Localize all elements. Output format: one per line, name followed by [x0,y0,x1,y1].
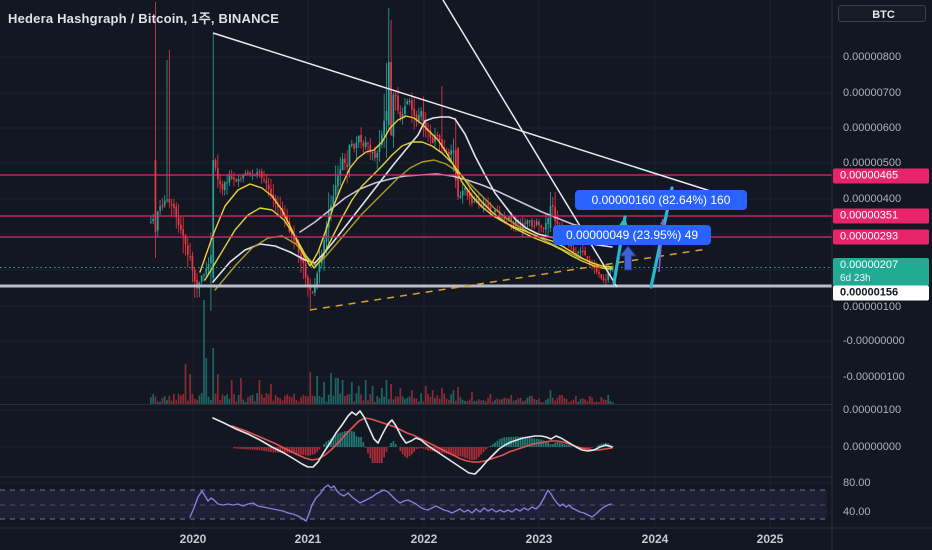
price-axis-label: 0.00000700 [843,87,902,99]
price-badge-teal: 0.00000207 6d 23h [833,258,929,286]
price-axis-label: 0.00000100 [843,404,902,416]
price-axis-label: -0.00000100 [843,371,905,383]
price-badge-pink: 0.00000465 [833,168,929,184]
price-axis-label: 0.00000600 [843,122,902,134]
measure-label-2[interactable]: 0.00000049 (23.95%) 49 [553,225,711,245]
time-axis-label: 2025 [756,532,784,546]
blue-arrow-icon [618,245,638,271]
price-axis-label: -0.00000000 [843,335,905,347]
measure-label-1[interactable]: 0.00000160 (82.64%) 160 [575,190,747,210]
candles [150,62,614,293]
price-axis-label: 0.00000100 [843,301,902,313]
price-axis-label: 80.00 [843,477,871,489]
volume-bars [150,300,614,404]
time-axis-label: 2021 [294,532,322,546]
time-axis-label: 2022 [410,532,438,546]
symbol-title[interactable]: Hedera Hashgraph / Bitcoin, 1주, BINANCE [8,11,280,26]
price-badge-pink: 0.00000293 [833,229,929,245]
time-axis-label: 2024 [641,532,669,546]
price-axis-label: 0.00000000 [843,441,902,453]
price-axis-label: 0.00000500 [843,157,902,169]
price-badge-white: 0.00000156 [833,285,929,301]
price-badge-pink: 0.00000351 [833,208,929,224]
currency-unit-button[interactable]: BTC [838,5,926,22]
price-axis-label: 0.00000400 [843,193,902,205]
countdown-timer: 6d 23h [840,273,871,284]
price-axis-label: 0.00000800 [843,51,902,63]
time-axis-label: 2020 [179,532,207,546]
price-axis-label: 40.00 [843,506,871,518]
time-axis-label: 2023 [525,532,553,546]
